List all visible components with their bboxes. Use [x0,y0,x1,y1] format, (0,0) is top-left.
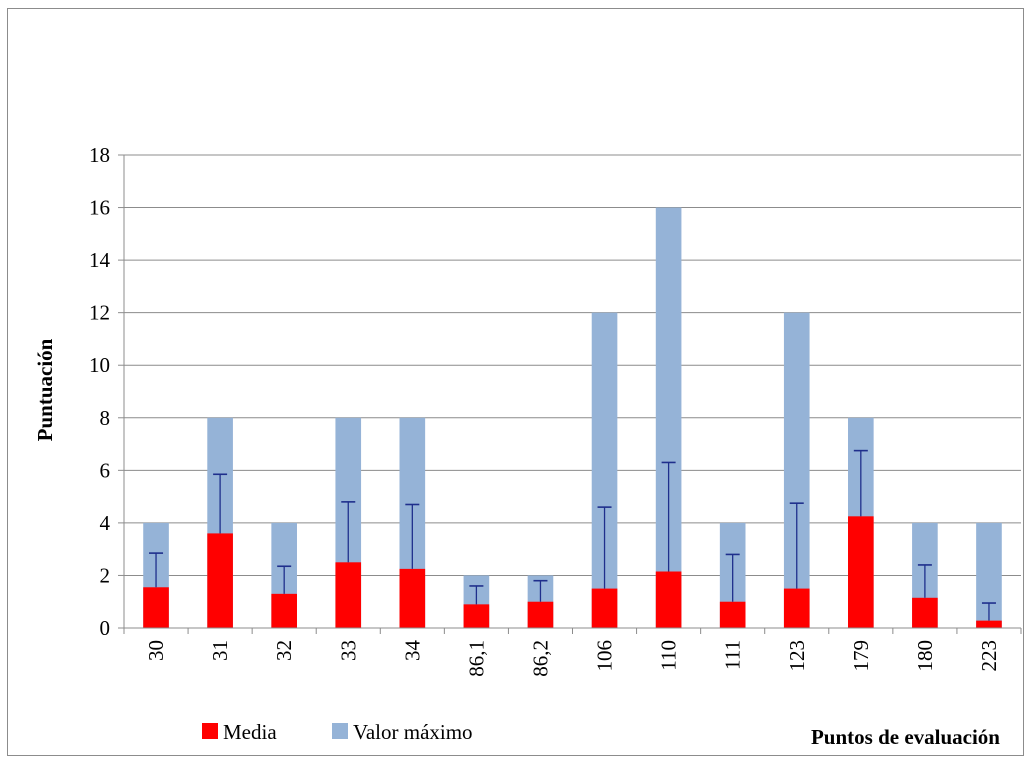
x-tick-label: 123 [785,640,809,672]
error-bar [789,502,804,589]
x-tick-label: 30 [144,640,168,661]
x-tick-label: 106 [593,640,617,672]
bar-media [463,604,490,628]
error-bar [661,461,676,572]
bar-media [271,593,297,628]
y-tick-label: 16 [89,196,110,220]
y-tick-label: 14 [89,248,111,272]
x-tick-label: 32 [272,640,296,661]
bar-media [399,568,426,628]
chart-frame [7,8,1024,756]
x-tick-label: 179 [849,640,873,672]
y-tick-label: 0 [100,616,111,640]
bar-media [591,588,618,628]
y-tick-label: 18 [89,143,110,167]
legend: Media Valor máximo [202,720,473,744]
x-tick-label: 110 [657,640,681,671]
axes [118,154,1022,634]
x-tick-label: 223 [977,640,1001,672]
y-axis-title: Puntuación [33,338,57,441]
error-bar [341,501,356,563]
x-tick-label: 111 [721,640,745,670]
y-tick-label: 12 [89,301,110,325]
legend-label-valor-maximo: Valor máximo [353,720,473,744]
bar-media [783,588,810,628]
y-tick-label: 8 [100,406,111,430]
x-tick-label: 31 [208,640,232,661]
y-tick-label: 2 [100,563,111,587]
x-tick-label: 34 [400,640,424,662]
y-tick-label: 4 [100,511,111,535]
error-bar [469,585,484,605]
error-bar [213,473,228,534]
bar-media [848,516,874,628]
error-bar [981,602,996,621]
x-tick-labels: 30 31 32 33 34 86,1 86,2 106 110 111 123 179 180 223 [144,640,1001,677]
error-bar [277,565,292,594]
bar-media [143,587,169,628]
bar-media [335,562,362,628]
x-tick-label: 86,1 [464,640,488,677]
x-tick-label: 180 [913,640,937,672]
legend-label-media: Media [223,720,277,744]
bar-media [912,597,938,628]
error-bar [917,564,932,598]
bar-media [655,571,682,628]
bar-media [527,601,554,628]
y-tick-label: 6 [100,458,111,482]
legend-swatch-media [202,723,218,739]
error-bar [597,506,612,589]
gridlines [124,154,1021,576]
error-bars [149,449,996,621]
bar-media [719,601,746,628]
error-bar [725,553,740,602]
error-bar [405,503,420,569]
legend-swatch-valor-maximo [332,723,348,739]
bar-media [207,533,233,628]
error-bar [149,552,164,588]
x-tick-label: 86,2 [528,640,552,677]
x-tick-label: 33 [336,640,360,661]
error-bar [853,449,868,517]
y-tick-labels: 0 2 4 6 8 10 12 14 16 18 [89,143,111,640]
error-bar [533,579,548,602]
bar-media [976,620,1002,628]
x-axis-title: Puntos de evaluación [811,725,1000,749]
y-tick-label: 10 [89,353,110,377]
